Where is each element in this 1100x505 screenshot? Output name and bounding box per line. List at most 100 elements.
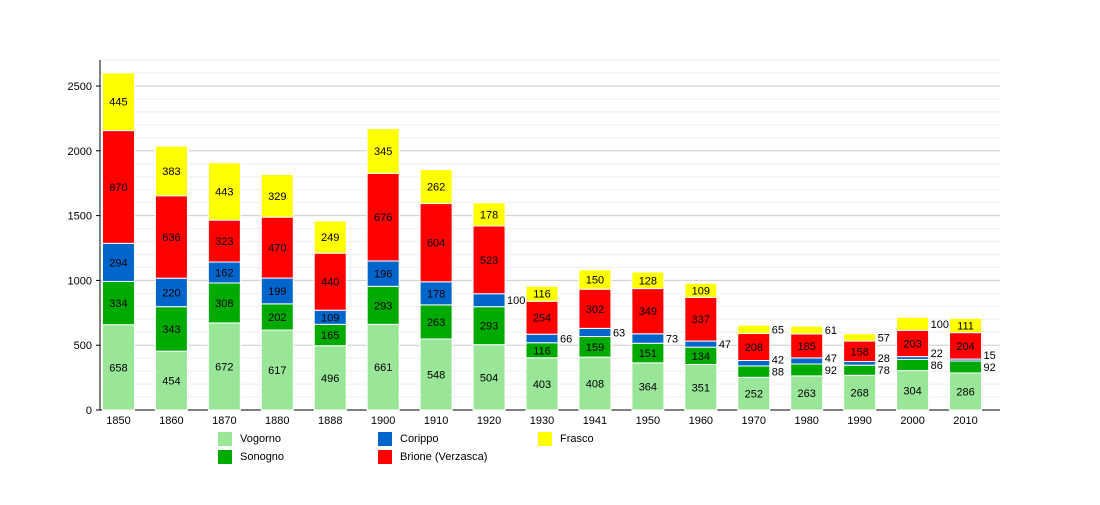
data-label: 88 (772, 367, 784, 379)
data-label: 249 (321, 232, 339, 244)
data-label: 440 (321, 277, 339, 289)
data-label: 329 (268, 191, 286, 203)
data-label: 86 (931, 360, 943, 372)
y-tick-label: 1500 (68, 211, 92, 223)
bar-segment (631, 362, 665, 411)
legend-item: Frasco (538, 432, 594, 446)
bar-segment (949, 317, 983, 334)
data-label: 658 (109, 362, 127, 374)
data-label: 470 (268, 243, 286, 255)
x-tick-label: 2010 (953, 415, 977, 427)
data-label: 199 (268, 286, 286, 298)
bar-segment (101, 72, 135, 132)
bar-segment (101, 280, 135, 326)
data-label: 42 (772, 355, 784, 367)
data-label: 57 (878, 332, 890, 344)
data-label: 202 (268, 312, 286, 324)
data-label: 661 (374, 362, 392, 374)
data-label: 162 (215, 267, 233, 279)
legend-label: Frasco (560, 433, 594, 445)
x-tick-label: 1870 (212, 415, 236, 427)
x-tick-label: 1960 (689, 415, 713, 427)
bar-segment (260, 277, 294, 305)
data-label: 151 (639, 348, 657, 360)
bar-segment (737, 365, 771, 378)
data-label: 672 (215, 361, 233, 373)
bar-segment (313, 345, 347, 411)
bar-segment (207, 282, 241, 324)
legend-label: Corippo (400, 433, 439, 445)
data-label: 302 (586, 304, 604, 316)
data-label: 454 (162, 376, 180, 388)
bar-segment (101, 242, 135, 282)
data-label: 870 (109, 182, 127, 194)
y-tick-label: 2500 (68, 81, 92, 93)
data-label: 185 (798, 341, 816, 353)
data-label: 73 (666, 334, 678, 346)
y-tick-label: 1000 (68, 275, 92, 287)
bar-segment (101, 130, 135, 244)
bar-segment (260, 303, 294, 331)
data-label: 111 (957, 320, 974, 332)
bar-segment (472, 344, 506, 411)
bar-segment (154, 277, 188, 308)
data-label: 109 (321, 312, 339, 324)
data-label: 334 (109, 298, 127, 310)
bar-segment (631, 271, 665, 290)
bar-segment (843, 364, 877, 376)
bar-segment (207, 162, 241, 221)
bar-segment (313, 252, 347, 311)
x-tick-label: 1950 (636, 415, 660, 427)
data-label: 100 (931, 319, 949, 331)
bar-segment (525, 333, 559, 344)
data-label: 351 (692, 382, 710, 394)
bar-segment (790, 357, 824, 365)
data-label: 220 (162, 287, 180, 299)
data-label: 109 (692, 285, 710, 297)
legend-item: Brione (Verzasca) (378, 450, 487, 464)
x-tick-label: 1941 (583, 415, 607, 427)
y-tick-label: 500 (74, 340, 92, 352)
bar-segment (260, 329, 294, 411)
data-label: 150 (586, 274, 604, 286)
legend-item: Corippo (378, 432, 439, 446)
data-label: 286 (956, 386, 974, 398)
data-label: 676 (374, 212, 392, 224)
data-label: 63 (613, 327, 625, 339)
x-tick-label: 1930 (530, 415, 554, 427)
legend-item: Sonogno (218, 450, 284, 464)
bar-segment (896, 358, 930, 372)
bar-segment (419, 203, 453, 283)
bar-segment (260, 174, 294, 218)
data-label: 28 (878, 353, 890, 365)
data-label: 78 (878, 365, 890, 377)
data-label: 196 (374, 269, 392, 281)
data-label: 548 (427, 369, 445, 381)
data-label: 116 (533, 289, 551, 301)
data-label: 343 (162, 324, 180, 336)
data-label: 204 (956, 341, 974, 353)
data-label: 116 (533, 345, 551, 357)
bar-segment (949, 360, 983, 374)
data-label: 268 (850, 388, 868, 400)
bar-segment (631, 333, 665, 344)
bar-segment (154, 350, 188, 411)
bar-segment (525, 285, 559, 302)
data-label: 159 (586, 342, 604, 354)
data-label: 100 (507, 295, 525, 307)
data-label: 383 (162, 166, 180, 178)
data-label: 349 (639, 306, 657, 318)
data-label: 262 (427, 182, 445, 194)
bar-segment (472, 225, 506, 295)
bar-segment (896, 316, 930, 331)
data-label: 47 (825, 353, 837, 365)
bar-segment (790, 363, 824, 377)
bar-segment (737, 333, 771, 361)
bar-segment (896, 329, 930, 358)
bar-segment (578, 327, 612, 338)
x-tick-label: 1910 (424, 415, 448, 427)
bar-segment (843, 333, 877, 342)
x-tick-label: 1860 (159, 415, 183, 427)
bar-segment (525, 357, 559, 411)
bar-segment (578, 288, 612, 329)
